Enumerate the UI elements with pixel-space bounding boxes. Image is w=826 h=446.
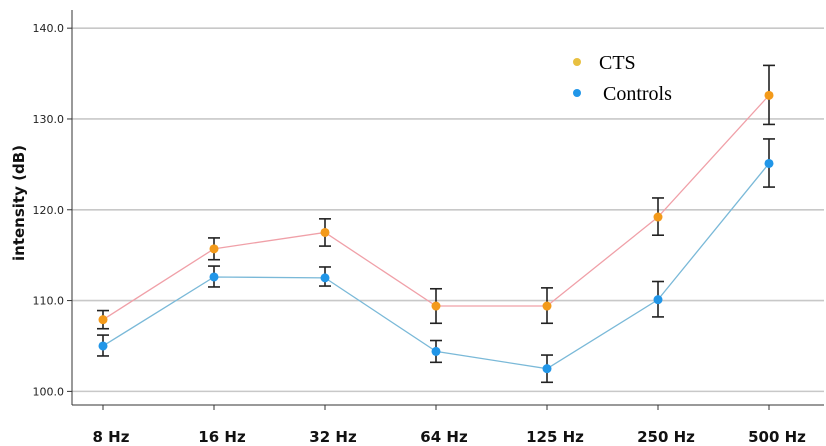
data-point-0-5: [653, 212, 663, 222]
legend-marker-0: [573, 58, 581, 66]
legend-label-1: Controls: [603, 83, 672, 105]
data-point-1-5: [653, 295, 663, 305]
x-tick-labels: 8 Hz 16 Hz 32 Hz 64 Hz 125 Hz 250 Hz 500 Hz: [93, 428, 807, 446]
data-point-1-2: [320, 273, 330, 283]
axes: [67, 10, 824, 410]
data-point-1-1: [209, 272, 219, 282]
grid-lines: [72, 27, 824, 393]
data-point-0-2: [320, 227, 330, 237]
data-point-1-4: [542, 364, 552, 374]
x-tick-label-0: 8 Hz: [93, 428, 130, 446]
data-point-0-6: [764, 90, 774, 100]
y-tick-label-2: 120.0: [33, 204, 65, 217]
data-point-0-0: [98, 315, 108, 325]
data-point-1-0: [98, 341, 108, 351]
x-tick-label-1: 16 Hz: [198, 428, 246, 446]
x-tick-label-5: 250 Hz: [637, 428, 695, 446]
y-tick-label-4: 140.0: [33, 22, 65, 35]
x-tick-label-6: 500 Hz: [748, 428, 806, 446]
x-tick-label-3: 64 Hz: [420, 428, 468, 446]
x-tick-label-2: 32 Hz: [309, 428, 357, 446]
y-tick-label-1: 110.0: [33, 295, 65, 308]
series-lines: [102, 94, 770, 370]
legend-marker-1: [573, 89, 581, 97]
data-point-0-3: [431, 301, 441, 311]
legend: CTS Controls: [573, 52, 672, 105]
x-tick-label-4: 125 Hz: [526, 428, 584, 446]
y-tick-labels: 100.0 110.0 120.0 130.0 140.0: [33, 22, 65, 398]
y-tick-label-0: 100.0: [33, 385, 65, 398]
data-point-0-4: [542, 301, 552, 311]
y-axis-label: intensity (dB): [10, 145, 28, 261]
y-tick-label-3: 130.0: [33, 113, 65, 126]
legend-label-0: CTS: [599, 52, 636, 74]
error-bars: [97, 64, 775, 384]
data-point-1-6: [764, 158, 774, 168]
data-point-0-1: [209, 244, 219, 254]
data-point-1-3: [431, 346, 441, 356]
data-points: [98, 90, 774, 374]
series-line-1: [102, 163, 770, 370]
